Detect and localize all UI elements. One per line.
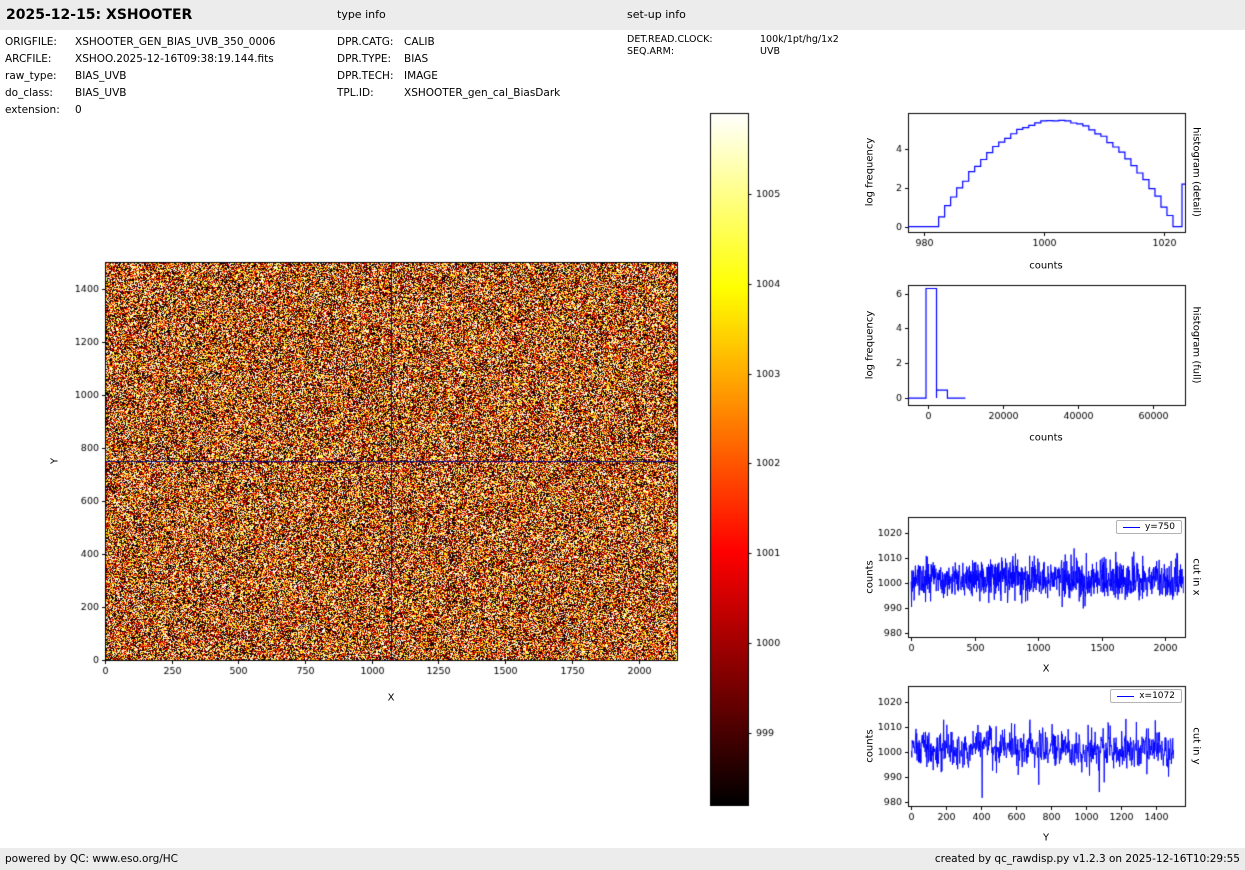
hist-detail-xlabel: counts (1029, 261, 1062, 272)
info-row: extension: 0 (5, 102, 275, 119)
cut-y-side-label: cut in y (1191, 727, 1202, 764)
setup-info-heading: set-up info (627, 0, 686, 30)
hist-detail-ylabel: log frequency (865, 138, 876, 207)
footer-powered-by: powered by QC: www.eso.org/HC (5, 848, 178, 870)
info-label: do_class: (5, 85, 75, 102)
hist-full-ylabel: log frequency (865, 311, 876, 380)
info-row: DPR.CATG: CALIB (337, 34, 560, 51)
info-label: extension: (5, 102, 75, 119)
info-value: BIAS (404, 51, 428, 68)
info-value: XSHOOTER_GEN_BIAS_UVB_350_0006 (75, 34, 275, 51)
info-value: XSHOOTER_gen_cal_BiasDark (404, 85, 560, 102)
hist-full-side-label: histogram (full) (1191, 306, 1202, 383)
cut-y-ylabel: counts (865, 729, 876, 762)
colorbar (705, 108, 800, 814)
info-label: SEQ.ARM: (627, 46, 760, 58)
info-value: XSHOO.2025-12-16T09:38:19.144.fits (75, 51, 274, 68)
hist-full-xlabel: counts (1029, 433, 1062, 444)
histogram-detail-plot (850, 100, 1195, 265)
footer-bar: powered by QC: www.eso.org/HC created by… (0, 848, 1245, 870)
header-bar: 2025-12-15: XSHOOTER type info set-up in… (0, 0, 1245, 30)
info-label: DET.READ.CLOCK: (627, 34, 760, 46)
info-value: 100k/1pt/hg/1x2 (760, 34, 839, 46)
info-row: TPL.ID: XSHOOTER_gen_cal_BiasDark (337, 85, 560, 102)
info-value: UVB (760, 46, 780, 58)
cut-x-ylabel: counts (865, 560, 876, 593)
page-title: 2025-12-15: XSHOOTER (6, 0, 192, 30)
info-label: raw_type: (5, 68, 75, 85)
cut-y-legend: x=1072 (1110, 689, 1182, 703)
type-info-heading: type info (337, 0, 386, 30)
info-row: DPR.TECH: IMAGE (337, 68, 560, 85)
legend-label: x=1072 (1139, 691, 1175, 701)
info-label: TPL.ID: (337, 85, 404, 102)
bias-image-plot (60, 245, 700, 715)
footer-created-by: created by qc_rawdisp.py v1.2.3 on 2025-… (935, 848, 1240, 870)
info-row: DET.READ.CLOCK: 100k/1pt/hg/1x2 (627, 34, 839, 46)
hist-detail-side-label: histogram (detail) (1191, 127, 1202, 217)
info-label: DPR.TYPE: (337, 51, 404, 68)
info-value: BIAS_UVB (75, 68, 126, 85)
info-row: ORIGFILE: XSHOOTER_GEN_BIAS_UVB_350_0006 (5, 34, 275, 51)
cut-x-side-label: cut in x (1191, 558, 1202, 595)
info-value: CALIB (404, 34, 435, 51)
setup-info-block: DET.READ.CLOCK: 100k/1pt/hg/1x2 SEQ.ARM:… (627, 34, 839, 57)
info-row: DPR.TYPE: BIAS (337, 51, 560, 68)
info-value: 0 (75, 102, 82, 119)
main-plot-ylabel: Y (50, 458, 61, 464)
info-row: raw_type: BIAS_UVB (5, 68, 275, 85)
legend-label: y=750 (1145, 522, 1175, 532)
type-info-block: DPR.CATG: CALIB DPR.TYPE: BIAS DPR.TECH:… (337, 34, 560, 102)
cut-y-xlabel: Y (1043, 833, 1049, 844)
histogram-full-plot (850, 272, 1195, 437)
info-value: IMAGE (404, 68, 438, 85)
info-row: SEQ.ARM: UVB (627, 46, 839, 58)
info-label: ARCFILE: (5, 51, 75, 68)
legend-line-sample (1123, 527, 1140, 528)
main-plot-xlabel: X (388, 693, 395, 704)
file-info-block: ORIGFILE: XSHOOTER_GEN_BIAS_UVB_350_0006… (5, 34, 275, 119)
info-value: BIAS_UVB (75, 85, 126, 102)
info-row: ARCFILE: XSHOO.2025-12-16T09:38:19.144.f… (5, 51, 275, 68)
cut-x-legend: y=750 (1116, 520, 1182, 534)
info-row: do_class: BIAS_UVB (5, 85, 275, 102)
info-label: ORIGFILE: (5, 34, 75, 51)
legend-line-sample (1117, 696, 1134, 697)
qc-report-page: 2025-12-15: XSHOOTER type info set-up in… (0, 0, 1245, 870)
info-label: DPR.CATG: (337, 34, 404, 51)
info-label: DPR.TECH: (337, 68, 404, 85)
